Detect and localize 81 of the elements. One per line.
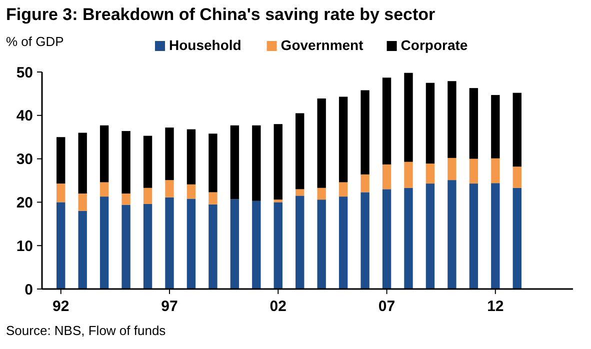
bar [317,98,326,188]
chart-title: Figure 3: Breakdown of China's saving rate by sector [6,5,436,24]
bar [78,210,87,289]
bar [143,136,152,188]
y-axis-title: % of GDP [6,34,64,49]
bar [426,164,435,184]
bar [469,88,478,159]
y-tick-label: 10 [16,238,33,255]
bar [165,197,174,289]
bar [512,92,522,167]
bar [382,189,392,289]
bar [338,182,348,197]
bar [122,204,130,289]
bar [208,204,218,289]
y-tick-label: 50 [16,64,33,82]
bar [404,72,413,162]
bar [165,128,174,180]
x-tick-label: 02 [270,298,286,315]
bar [56,184,66,202]
bar [252,200,261,289]
bar [317,200,326,289]
bar [448,180,456,289]
bar [165,180,174,198]
bar [296,113,304,190]
bar [426,82,435,164]
bar [491,95,500,158]
bar [208,192,218,204]
bar [469,184,478,289]
bar [404,162,413,188]
bar [404,188,413,289]
bar [382,164,392,190]
bar [100,196,109,289]
bar [56,137,66,184]
bar [122,194,130,205]
bar [382,78,392,164]
bar [100,182,109,197]
bar [448,81,456,158]
bar [100,125,109,182]
bar [78,132,87,194]
legend-label: Government [280,37,364,53]
bar [512,188,522,289]
bar [186,129,196,184]
legend-label: Corporate [400,37,468,53]
x-tick-label: 92 [52,298,70,315]
bar [317,188,326,200]
bar [78,194,87,211]
bar [208,134,218,192]
bar [491,183,500,289]
bar [252,125,261,201]
bar [274,124,282,200]
bar [338,96,348,182]
bar [469,158,478,184]
bar [274,200,282,202]
bar [512,166,522,188]
bar [186,184,196,199]
y-tick-label: 0 [24,281,33,298]
bar [230,125,240,200]
bar [360,192,370,289]
bar [448,158,456,180]
bar [274,202,282,289]
bar [296,196,304,289]
y-tick-label: 30 [16,151,33,168]
bar [143,204,152,289]
x-tick-label: 12 [487,298,504,315]
bar [491,158,500,184]
bar [143,188,152,204]
bar [360,174,370,192]
x-tick-label: 97 [161,298,178,315]
bar [56,202,66,289]
legend-label: Household [169,37,242,53]
bar [230,199,240,289]
bar [360,90,370,174]
bar [186,198,196,289]
x-tick-label: 07 [378,298,396,315]
y-tick-label: 40 [16,108,33,125]
bar [426,184,435,289]
bar [122,131,130,194]
source-note: Source: NBS, Flow of funds [6,323,166,338]
y-tick-label: 20 [16,194,33,212]
bar [338,196,348,289]
bar [296,189,304,196]
